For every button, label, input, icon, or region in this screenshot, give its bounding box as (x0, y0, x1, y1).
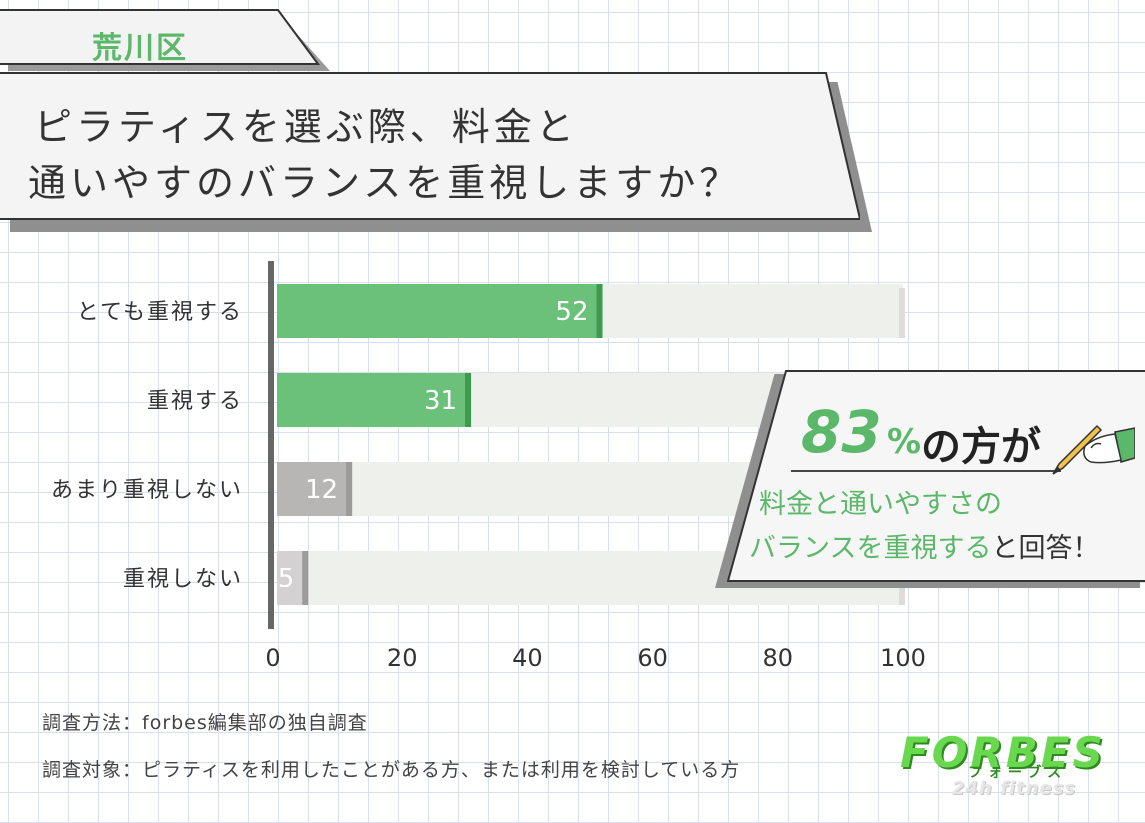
callout-line-1: 料金と通いやすさの (759, 489, 1002, 520)
bar-edge (302, 551, 309, 605)
bar-value-label: 5 (278, 564, 295, 594)
bar-track-edge (899, 288, 905, 338)
logo-kana-text: フォーブス (968, 765, 1068, 781)
category-label: とても重視する (77, 300, 243, 325)
title-banner: ピラティスを選ぶ際、料金と 通いやすのバランスを重視しますか？ (0, 72, 875, 232)
area-tag-outline (0, 9, 320, 65)
bar-edge (346, 462, 353, 516)
y-axis-line (268, 261, 274, 629)
x-tick-label: 20 (387, 644, 418, 672)
callout-percent-sign: % (887, 422, 922, 462)
result-callout: 83 % の方が 料金と通いやすさの バランスを重視すると回答！ (715, 370, 1145, 588)
category-label: 重視する (147, 389, 243, 414)
x-tick-label: 40 (512, 644, 543, 672)
callout-headline: の方が (921, 424, 1041, 470)
forbes-logo: FORBES フォーブス 24h fitness (900, 728, 1120, 808)
area-tag: 荒川区 (0, 9, 330, 71)
bar (277, 373, 472, 427)
logo-sub-text: 24h fitness (952, 778, 1077, 799)
survey-target-note: 調査対象：ピラティスを利用したことがある方、または利用を検討している方 (42, 759, 741, 781)
survey-method-note: 調査方法：forbes編集部の独自調査 (42, 712, 368, 734)
title-box (0, 72, 860, 220)
category-label: 重視しない (123, 567, 243, 592)
category-label: あまり重視しない (51, 478, 243, 503)
title-outline (0, 72, 860, 220)
hand-pencil-icon (1052, 424, 1135, 475)
bar-value-label: 31 (424, 386, 457, 416)
area-tag-label: 荒川区 (92, 31, 188, 66)
bar-edge (596, 284, 603, 338)
callout-underline (791, 470, 1061, 472)
callout-percent: 83 (801, 398, 882, 466)
question-title-line-1: ピラティスを選ぶ際、料金と (34, 105, 578, 149)
callout-line-2: バランスを重視すると回答！ (749, 526, 1099, 565)
logo-main-text: FORBES (900, 728, 1106, 777)
bar (277, 462, 353, 516)
x-tick-label: 0 (265, 644, 280, 672)
callout-outline (727, 370, 1145, 582)
bar-edge (465, 373, 472, 427)
bar-value-label: 12 (305, 475, 338, 505)
bar-value-label: 52 (555, 297, 588, 327)
x-tick-label: 80 (763, 644, 794, 672)
bar (277, 284, 603, 338)
x-tick-label: 60 (637, 644, 668, 672)
callout-line-2-highlight: バランスを重視する (749, 533, 992, 564)
x-tick-label: 100 (880, 644, 926, 672)
question-title-line-2: 通いやすのバランスを重視しますか？ (28, 161, 742, 205)
callout-line-2-rest: と回答！ (991, 533, 1100, 564)
